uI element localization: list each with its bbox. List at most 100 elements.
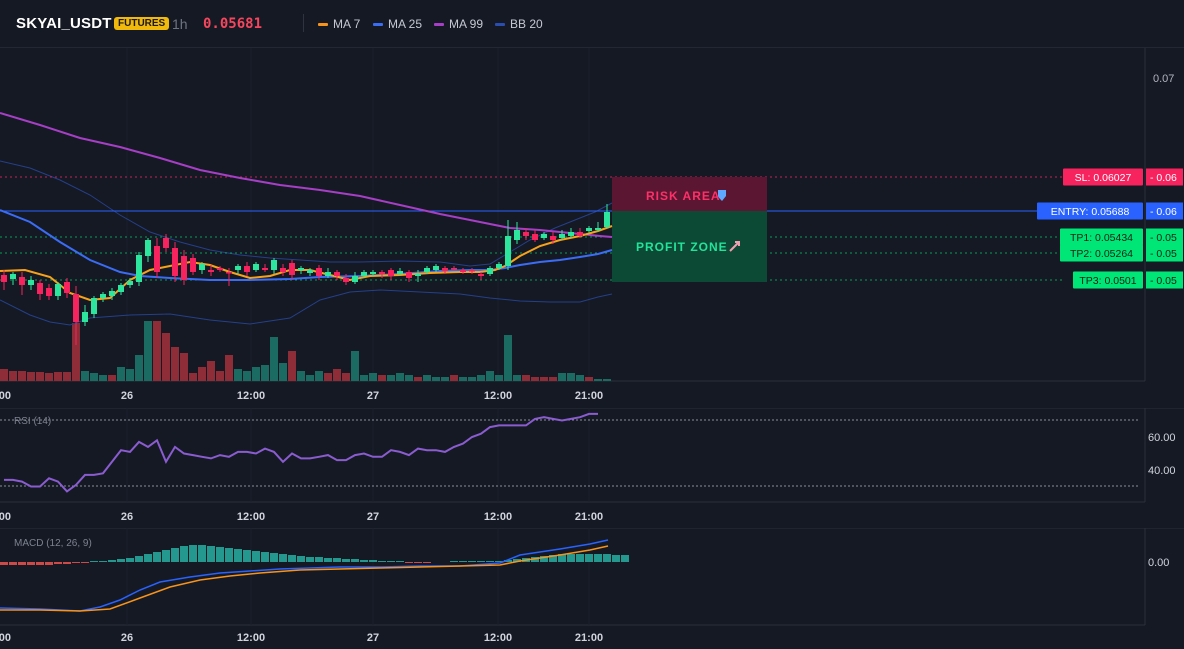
legend-ma7[interactable]: MA 7: [318, 17, 360, 31]
candle-body: [46, 288, 52, 296]
macd-histogram-bar: [459, 561, 467, 562]
candle-body: [217, 268, 223, 270]
volume-bar: [207, 361, 215, 381]
price-grid: [0, 48, 1146, 382]
macd-histogram-bar: [144, 554, 152, 562]
price-chart[interactable]: RISK AREA PROFIT ZONE 0.07 SL: 0.06027 - 0.…: [0, 48, 1184, 408]
candle-body: [154, 246, 160, 272]
axis-tag-4: [1146, 244, 1183, 262]
macd-histogram-bar: [621, 555, 629, 562]
candle-body: [568, 232, 574, 236]
legend-bb20[interactable]: BB 20: [495, 17, 543, 31]
volume-bar: [108, 375, 116, 381]
macd-histogram-bar: [90, 561, 98, 562]
macd-histogram-bar: [414, 562, 422, 563]
macd-histogram-bar: [603, 554, 611, 562]
macd-content: MACD (12, 26, 9) 0.00 2:00 26 12:00 27 12:00 21…: [0, 528, 1184, 644]
macd-histogram-bar: [9, 562, 17, 565]
volume-bar: [468, 377, 476, 381]
volume-bar: [594, 379, 602, 381]
volume-bar: [234, 369, 242, 381]
macd-signal-line: [0, 545, 609, 612]
candle-body: [343, 278, 349, 282]
risk-zone: [612, 177, 767, 211]
symbol-title[interactable]: SKYAI_USDT: [16, 15, 112, 32]
candle-body: [496, 264, 502, 268]
volume-bar: [198, 367, 206, 381]
candle-body: [262, 268, 268, 270]
macd-histogram-bar: [513, 559, 521, 562]
rsi-time-label: 21:00: [575, 511, 603, 523]
macd-histogram-bar: [270, 553, 278, 562]
candle-body: [478, 274, 484, 276]
candle-body: [361, 272, 367, 276]
candle-body: [64, 282, 70, 293]
candle-body: [280, 268, 286, 272]
candle-body: [316, 268, 322, 276]
volume-bar: [540, 377, 548, 381]
volume-bar: [90, 373, 98, 381]
axis-value-3: - 0.05: [1150, 232, 1177, 244]
volume-bar: [252, 367, 260, 381]
macd-histogram-bar: [279, 554, 287, 562]
risk-area-label: RISK AREA: [646, 189, 721, 203]
candle-body: [505, 236, 511, 266]
axis-value-4: - 0.05: [1150, 248, 1177, 260]
level-tag-5: [1073, 271, 1143, 289]
macd-title: MACD (12, 26, 9): [14, 538, 92, 549]
ma25-swatch: [373, 22, 383, 26]
macd-histogram-bar: [306, 557, 314, 562]
legend-ma7-label: MA 7: [333, 17, 361, 31]
volume-bar: [441, 377, 449, 381]
macd-histogram-bar: [387, 561, 395, 562]
axis-tag-3: [1146, 228, 1183, 246]
legend-ma25[interactable]: MA 25: [373, 17, 422, 31]
candle-body: [460, 270, 466, 272]
macd-histogram-bar: [288, 555, 296, 562]
volume-bar: [531, 377, 539, 381]
volume-bar: [54, 372, 62, 381]
candle-body: [91, 298, 97, 314]
macd-tick-0: 0.00: [1148, 557, 1169, 569]
volume-bar: [396, 373, 404, 381]
macd-histogram-bar: [351, 559, 359, 562]
volume-bar: [18, 371, 26, 381]
last-price: 0.05681: [203, 16, 263, 32]
macd-time-label: 26: [121, 632, 133, 644]
macd-time-label: 12:00: [484, 632, 512, 644]
volume-bar: [324, 373, 332, 381]
volume-bar: [279, 363, 287, 381]
volume-bar: [378, 375, 386, 381]
macd-panel[interactable]: MACD (12, 26, 9) 0.00 2:00 26 12:00 27 12:00 21…: [0, 528, 1184, 649]
rsi-time-label: 26: [121, 511, 133, 523]
timeframe-label[interactable]: 1h: [172, 16, 188, 32]
volume-bar: [414, 377, 422, 381]
price-tick-0-07: 0.07: [1153, 73, 1174, 85]
legend-ma99[interactable]: MA 99: [434, 17, 483, 31]
price-axis[interactable]: 0.07 SL: 0.06027 - 0.06 ENTRY: 0.05688 - 0.0…: [0, 73, 1183, 402]
candle-body: [433, 266, 439, 270]
level-label-2: ENTRY: 0.05688: [1051, 206, 1130, 218]
volume-bar: [351, 351, 359, 381]
macd-histogram-bar: [243, 550, 251, 562]
volume-bar: [27, 372, 35, 381]
rsi-panel[interactable]: RSI (14) 60.00 40.00 2:00 26 12:00 27 12:00 21:0…: [0, 408, 1184, 528]
candle-body: [379, 272, 385, 274]
candle-body: [145, 240, 151, 256]
macd-time-label: 2:00: [0, 632, 11, 644]
macd-histogram-bar: [567, 554, 575, 562]
volume-bar: [297, 371, 305, 381]
level-tag-2: [1037, 202, 1143, 220]
macd-histogram-bar: [234, 549, 242, 562]
header-divider: [303, 14, 304, 32]
candle-body: [199, 264, 205, 270]
candle-body: [532, 234, 538, 240]
volume-bar: [603, 379, 611, 381]
volume-bar: [189, 373, 197, 381]
macd-histogram-bar: [108, 560, 116, 562]
candle-body: [334, 272, 340, 276]
candle-body: [406, 272, 412, 278]
volume-bar: [477, 375, 485, 381]
macd-histogram-bar: [252, 551, 260, 562]
candle-body: [226, 272, 232, 274]
